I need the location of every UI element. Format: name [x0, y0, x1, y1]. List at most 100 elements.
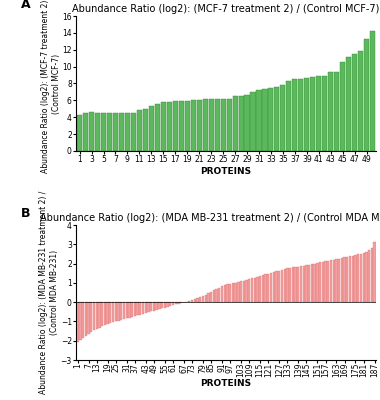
Bar — [172, 302, 174, 305]
Bar — [297, 266, 299, 302]
Bar — [169, 302, 171, 306]
Bar — [89, 112, 94, 151]
Bar — [85, 302, 87, 336]
Bar — [191, 300, 193, 302]
Bar — [346, 57, 351, 151]
Bar — [202, 296, 204, 302]
Bar — [117, 302, 120, 321]
Bar — [292, 79, 298, 151]
Bar — [83, 112, 88, 151]
Bar — [191, 100, 196, 151]
Bar — [218, 288, 220, 302]
Bar — [79, 302, 82, 340]
Bar — [215, 100, 220, 151]
Bar — [358, 50, 363, 151]
Bar — [270, 273, 272, 302]
Y-axis label: Abundance Ratio (log2): (MCF-7 treatment 2) /
(Control MCF-7): Abundance Ratio (log2): (MCF-7 treatment… — [41, 0, 61, 173]
Bar — [143, 109, 148, 151]
Bar — [294, 267, 297, 302]
Bar — [209, 100, 214, 151]
Bar — [276, 271, 278, 302]
Bar — [164, 302, 166, 308]
Bar — [134, 302, 136, 316]
Bar — [245, 280, 248, 302]
Bar — [263, 88, 268, 151]
Bar — [344, 258, 346, 302]
Bar — [346, 257, 348, 302]
Bar — [278, 270, 280, 302]
Bar — [272, 272, 275, 302]
Bar — [341, 258, 343, 302]
Bar — [196, 100, 202, 151]
Bar — [370, 31, 375, 151]
Bar — [125, 113, 130, 151]
Bar — [229, 284, 231, 302]
Bar — [101, 302, 103, 326]
Bar — [363, 253, 365, 302]
Bar — [360, 254, 362, 302]
Bar — [251, 278, 253, 302]
Bar — [155, 302, 158, 310]
Bar — [321, 262, 324, 302]
Bar — [90, 302, 92, 332]
Bar — [300, 266, 302, 302]
Bar — [352, 54, 357, 151]
Bar — [244, 95, 250, 151]
Bar — [213, 290, 215, 302]
Y-axis label: Abundance Ratio (log2): (MDA MB-231 treatment 2) /
(Control MDA MB-231): Abundance Ratio (log2): (MDA MB-231 trea… — [39, 191, 59, 394]
Bar — [332, 260, 335, 302]
Bar — [349, 256, 351, 302]
Bar — [101, 113, 106, 151]
Bar — [131, 302, 133, 317]
Bar — [87, 302, 90, 334]
Bar — [142, 302, 144, 314]
Bar — [119, 113, 124, 151]
Bar — [267, 274, 269, 302]
Bar — [259, 276, 261, 302]
Bar — [268, 88, 274, 151]
Bar — [77, 116, 82, 151]
Bar — [223, 285, 226, 302]
Bar — [210, 292, 212, 302]
Bar — [232, 284, 234, 302]
Bar — [256, 90, 261, 151]
Bar — [298, 79, 303, 151]
Bar — [185, 101, 190, 151]
Bar — [310, 77, 315, 151]
Bar — [109, 302, 111, 323]
Bar — [180, 302, 182, 303]
Bar — [264, 274, 267, 302]
Bar — [314, 264, 316, 302]
Bar — [289, 268, 291, 302]
Bar — [161, 302, 163, 308]
Bar — [220, 100, 226, 151]
Bar — [115, 302, 117, 322]
Bar — [302, 266, 305, 302]
Bar — [352, 256, 354, 302]
Bar — [207, 293, 209, 302]
Bar — [327, 261, 329, 302]
Bar — [128, 302, 131, 318]
Bar — [107, 113, 112, 151]
Bar — [125, 302, 128, 318]
Bar — [374, 242, 376, 302]
Bar — [248, 279, 250, 302]
Bar — [144, 302, 147, 313]
Bar — [292, 268, 294, 302]
Bar — [330, 260, 332, 302]
Bar — [120, 302, 122, 320]
Bar — [316, 263, 318, 302]
Bar — [274, 87, 279, 151]
Bar — [93, 302, 95, 330]
Bar — [113, 113, 118, 151]
Bar — [334, 72, 339, 151]
Bar — [149, 106, 154, 151]
Bar — [283, 269, 286, 302]
Bar — [354, 255, 357, 302]
Bar — [281, 270, 283, 302]
Bar — [161, 102, 166, 151]
Bar — [131, 113, 136, 151]
Bar — [250, 92, 256, 151]
Bar — [139, 302, 141, 314]
Bar — [112, 302, 114, 322]
